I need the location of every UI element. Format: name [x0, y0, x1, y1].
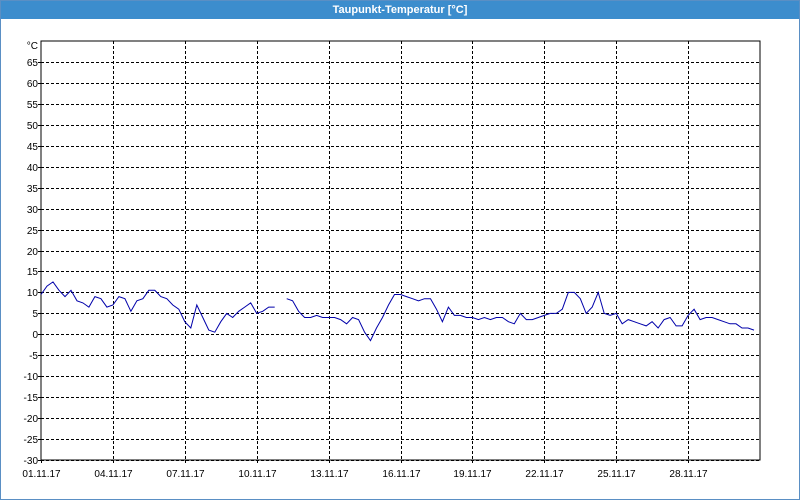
x-tick-label: 22.11.17: [525, 469, 564, 480]
y-tick-label: 45: [27, 142, 39, 153]
y-tick-label: 10: [27, 288, 39, 299]
x-axis-ticks: 01.11.17 04.11.17 07.11.17 10.11.17 13.11.17…: [22, 460, 708, 480]
chart-title: Taupunkt-Temperatur [°C]: [1, 1, 799, 19]
series-line: [40, 281, 755, 342]
y-axis-label: °C: [27, 41, 38, 52]
y-tick-label: 0: [32, 330, 38, 341]
plot-area: [41, 41, 760, 460]
y-tick-label: 5: [32, 309, 38, 320]
y-tick-label: 55: [27, 100, 39, 111]
x-tick-label: 10.11.17: [238, 469, 277, 480]
x-tick-label: 13.11.17: [310, 469, 349, 480]
y-tick-label: 50: [27, 121, 39, 132]
y-tick-label: 60: [27, 79, 39, 90]
y-tick-label: -25: [24, 435, 39, 446]
x-tick-label: 01.11.17: [22, 469, 61, 480]
y-tick-label: -15: [24, 393, 39, 404]
x-tick-label: 07.11.17: [166, 469, 205, 480]
y-tick-label: 40: [27, 163, 39, 174]
y-axis-ticks: 65605550454035302520151050-5-10-15-20-25…: [24, 58, 41, 467]
y-tick-label: -20: [24, 414, 39, 425]
y-tick-label: -5: [29, 351, 38, 362]
x-tick-label: 25.11.17: [597, 469, 636, 480]
x-tick-label: 28.11.17: [669, 469, 708, 480]
y-tick-label: 15: [27, 267, 39, 278]
y-tick-label: 30: [27, 205, 39, 216]
y-tick-label: -30: [24, 456, 39, 467]
y-tick-label: 25: [27, 226, 39, 237]
x-tick-label: 19.11.17: [453, 469, 492, 480]
y-tick-label: 35: [27, 184, 39, 195]
plot-frame: [40, 40, 761, 461]
series-layer: [40, 281, 755, 342]
y-tick-label: -10: [24, 372, 39, 383]
x-tick-label: 04.11.17: [94, 469, 133, 480]
y-tick-label: 20: [27, 247, 39, 258]
y-tick-label: 65: [27, 58, 39, 69]
x-tick-label: 16.11.17: [382, 469, 421, 480]
